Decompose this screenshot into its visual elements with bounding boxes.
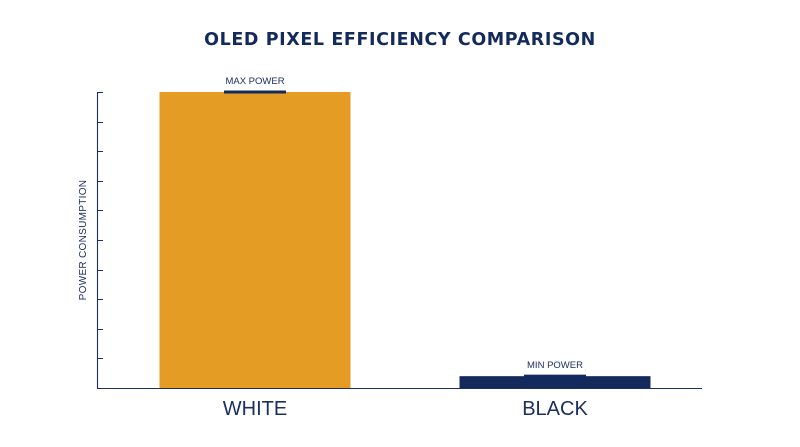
category-labels-layer: WHITE BLACK: [223, 398, 589, 420]
x-tick-label-black: BLACK: [522, 398, 588, 420]
annotations-layer: MAX POWER MIN POWER: [225, 76, 583, 371]
chart-title: OLED PIXEL EFFICIENCY COMPARISON: [204, 30, 596, 50]
value-marker-black: [524, 374, 586, 378]
y-axis-label: POWER CONSUMPTION: [78, 180, 89, 301]
annotation-black: MIN POWER: [527, 360, 583, 371]
value-markers-layer: [224, 90, 586, 378]
bar-black: [459, 376, 651, 388]
x-tick-label-white: WHITE: [223, 398, 287, 420]
bars-layer: [159, 92, 651, 388]
annotation-white: MAX POWER: [225, 76, 284, 87]
bar-white: [159, 92, 351, 388]
value-marker-white: [224, 90, 286, 94]
